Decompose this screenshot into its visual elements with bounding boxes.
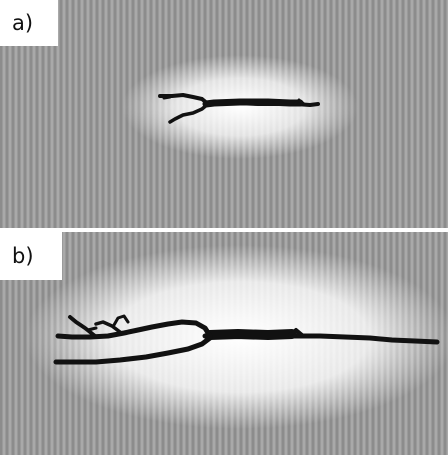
panel-label-b: b)	[0, 232, 62, 280]
crack-a	[158, 93, 320, 124]
panel-a-image	[0, 0, 448, 228]
panel-label-a: a)	[0, 0, 58, 46]
glow-region	[122, 55, 358, 159]
crack-b	[53, 314, 440, 365]
panel-b-image	[0, 232, 448, 455]
panel-b: b)	[0, 232, 448, 455]
panel-a: a)	[0, 0, 448, 228]
